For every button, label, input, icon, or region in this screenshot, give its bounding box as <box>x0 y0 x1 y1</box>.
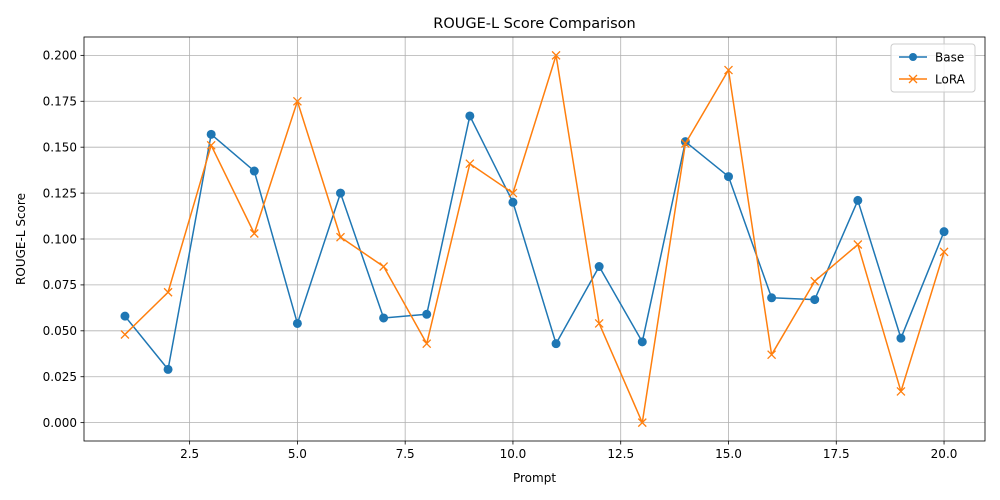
data-point <box>594 262 604 272</box>
data-point <box>120 330 130 339</box>
y-tick-label: 0.150 <box>43 140 77 154</box>
data-point <box>551 50 561 60</box>
data-point <box>292 96 302 106</box>
x-tick-label: 12.5 <box>607 447 634 461</box>
data-point <box>939 227 949 237</box>
data-point <box>422 309 432 319</box>
series-group <box>120 50 949 428</box>
x-tick-label: 10.0 <box>500 447 527 461</box>
data-point <box>853 240 863 249</box>
y-tick-label: 0.000 <box>43 416 77 430</box>
data-point <box>379 262 389 272</box>
data-point <box>723 172 733 182</box>
data-point <box>465 111 475 121</box>
legend-label: Base <box>935 50 964 64</box>
data-point <box>206 129 216 139</box>
data-point <box>637 337 647 347</box>
data-point <box>594 319 604 328</box>
data-point <box>336 232 345 242</box>
data-point <box>336 188 346 198</box>
data-point <box>767 350 777 360</box>
data-point <box>120 311 130 321</box>
data-point <box>680 139 690 148</box>
y-axis-label: ROUGE-L Score <box>14 193 28 285</box>
x-tick-label: 15.0 <box>715 447 742 461</box>
x-axis-label: Prompt <box>513 471 556 485</box>
data-point <box>853 195 863 205</box>
x-tick-label: 2.5 <box>180 447 199 461</box>
data-point <box>896 386 906 396</box>
legend-item-lora: LoRA <box>899 72 966 86</box>
x-tick-label: 17.5 <box>823 447 850 461</box>
data-point <box>249 229 259 238</box>
x-tick-label: 7.5 <box>396 447 415 461</box>
data-point <box>422 339 432 349</box>
series-lora <box>120 50 949 428</box>
legend-marker <box>909 53 917 61</box>
data-point <box>163 287 173 297</box>
y-tick-label: 0.175 <box>43 95 77 109</box>
data-point <box>508 188 518 198</box>
data-point <box>206 140 216 150</box>
data-point <box>508 197 518 207</box>
legend-label: LoRA <box>935 72 966 86</box>
series-base <box>120 111 949 374</box>
data-point <box>724 65 733 75</box>
y-tick-label: 0.025 <box>43 370 77 384</box>
series-line-lora <box>124 54 945 424</box>
data-point <box>637 418 647 428</box>
y-tick-label: 0.075 <box>43 278 77 292</box>
data-point <box>379 313 389 323</box>
y-tick-label: 0.125 <box>43 186 77 200</box>
ticks: 2.5 5.0 7.5 10.0 12.5 15.0 17.5 20.0 0.000 0.025 0… <box>43 49 958 461</box>
chart-title: ROUGE-L Score Comparison <box>433 16 635 32</box>
data-point <box>163 364 173 374</box>
y-tick-label: 0.050 <box>43 324 77 338</box>
x-tick-label: 5.0 <box>288 447 307 461</box>
y-tick-label: 0.100 <box>43 232 77 246</box>
y-tick-label: 0.200 <box>43 49 77 63</box>
x-tick-label: 20.0 <box>931 447 958 461</box>
legend-item-base: Base <box>899 50 964 64</box>
data-point <box>249 166 259 176</box>
data-point <box>810 295 820 305</box>
data-point <box>767 293 777 303</box>
data-point <box>292 318 302 328</box>
data-point <box>551 339 561 349</box>
data-point <box>939 247 949 257</box>
data-point <box>810 276 820 286</box>
grid <box>84 37 985 441</box>
series-line-base <box>124 115 945 371</box>
legend: Base LoRA <box>890 43 976 93</box>
data-point <box>896 333 906 343</box>
data-point <box>465 159 475 169</box>
legend-marker <box>908 74 918 84</box>
